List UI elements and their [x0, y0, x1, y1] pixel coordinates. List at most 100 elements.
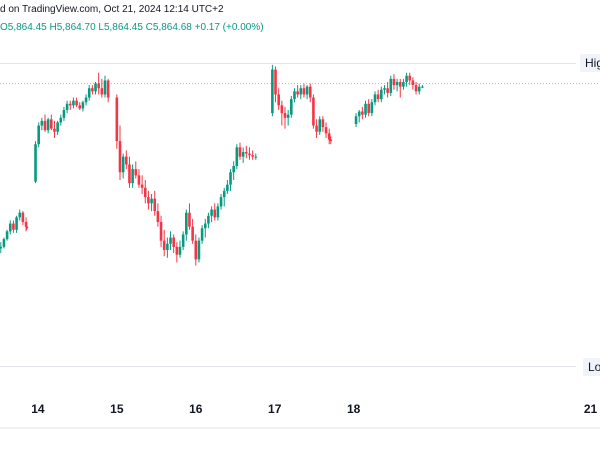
candle — [364, 100, 367, 118]
candle-body — [8, 223, 12, 232]
candle — [21, 211, 25, 226]
candle-body — [178, 246, 182, 255]
candle-body — [254, 156, 258, 158]
candle-body — [373, 94, 377, 103]
candle-body — [383, 88, 386, 90]
candle — [271, 64, 274, 117]
candle-body — [235, 147, 239, 166]
candle-body — [150, 198, 153, 204]
candle-body — [18, 212, 22, 218]
candle-body — [361, 111, 364, 115]
candle-body — [115, 97, 119, 142]
candle-body — [65, 103, 69, 110]
candle — [357, 110, 361, 123]
candle — [94, 82, 97, 95]
candle — [75, 97, 78, 107]
candle — [97, 72, 100, 95]
candle-body — [280, 105, 284, 114]
candle-body — [97, 83, 100, 89]
candle — [37, 122, 40, 148]
candle-body — [147, 197, 150, 204]
candle-body — [290, 99, 293, 115]
candle — [134, 161, 138, 179]
candle — [2, 237, 6, 249]
ohlc-readout: O5,864.45 H5,864.70 L5,864.45 C5,864.68 … — [0, 22, 264, 33]
candle-body — [213, 209, 217, 218]
candle — [321, 116, 325, 132]
candle — [318, 116, 322, 135]
candle-body — [143, 187, 147, 198]
candle-body — [25, 226, 29, 229]
candle-body — [318, 119, 322, 132]
candle-body — [103, 80, 107, 95]
candle — [0, 242, 3, 254]
candle-body — [181, 234, 185, 247]
candle — [312, 94, 315, 129]
candle-body — [175, 246, 179, 255]
high-level-label: Hig — [580, 54, 600, 73]
low-level-label: Lo — [583, 357, 600, 376]
candle — [411, 77, 415, 90]
candle — [296, 85, 299, 98]
candle — [235, 144, 239, 170]
candle-body — [324, 127, 328, 134]
candle-body — [398, 82, 402, 87]
candle — [166, 237, 169, 258]
candle-body — [305, 86, 309, 95]
candle — [106, 78, 110, 103]
candle-body — [84, 97, 88, 103]
candle — [293, 88, 296, 103]
candle-body — [421, 86, 424, 88]
x-tick-label: 15 — [110, 402, 124, 416]
candle — [395, 78, 399, 92]
candle — [181, 231, 185, 250]
candle — [172, 234, 175, 254]
candle — [299, 85, 303, 100]
candle-body — [100, 88, 104, 95]
candle — [392, 74, 396, 90]
candle — [376, 89, 380, 103]
candle — [140, 175, 144, 194]
candle — [222, 187, 226, 207]
candle-body — [12, 223, 15, 230]
candles-layer — [0, 64, 424, 266]
candle-body — [226, 184, 229, 191]
candle — [383, 85, 386, 95]
candle — [175, 242, 179, 263]
candle — [162, 229, 166, 257]
candle — [200, 225, 204, 244]
candle — [72, 97, 75, 109]
publish-info: d on TradingView.com, Oct 21, 2024 12:14… — [0, 4, 224, 15]
candle-body — [414, 85, 418, 92]
candle-body — [172, 237, 175, 247]
candle — [402, 78, 405, 90]
candle — [324, 122, 328, 138]
candle-body — [380, 89, 383, 100]
candle-body — [15, 217, 18, 230]
candle — [159, 215, 163, 247]
candle-body — [106, 80, 110, 98]
candle — [131, 164, 134, 188]
candle — [40, 117, 44, 131]
candle — [53, 120, 56, 138]
candle — [15, 215, 18, 233]
candle — [156, 203, 160, 227]
candle — [143, 180, 147, 204]
candle-body — [94, 83, 97, 92]
candle-body — [118, 141, 122, 173]
candle — [24, 217, 28, 232]
candle-body — [321, 119, 325, 128]
candle — [245, 145, 248, 159]
candle-body — [315, 125, 318, 132]
candle — [128, 156, 131, 188]
candle-body — [408, 75, 412, 81]
candle-body — [203, 223, 207, 229]
candle — [169, 231, 172, 250]
x-tick-label: 21 — [583, 402, 598, 416]
candle-body — [46, 119, 50, 131]
candle — [115, 94, 119, 149]
x-tick-label: 18 — [346, 402, 361, 416]
candle — [421, 85, 424, 89]
